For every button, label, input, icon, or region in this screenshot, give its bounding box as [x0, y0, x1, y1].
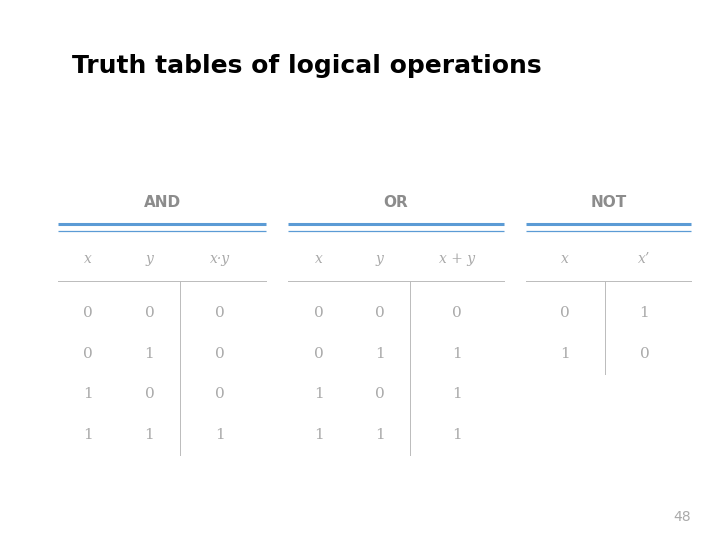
Text: x’: x’	[638, 252, 651, 266]
Text: 0: 0	[452, 306, 462, 320]
Text: 1: 1	[145, 428, 154, 442]
Text: 1: 1	[375, 347, 384, 361]
Text: 1: 1	[452, 428, 462, 442]
Text: x·y: x·y	[210, 252, 230, 266]
Text: 0: 0	[639, 347, 649, 361]
Text: 1: 1	[145, 347, 154, 361]
Text: NOT: NOT	[590, 195, 626, 210]
Text: 0: 0	[145, 306, 154, 320]
Text: 0: 0	[314, 347, 323, 361]
Text: 1: 1	[84, 428, 93, 442]
Text: 1: 1	[314, 428, 323, 442]
Text: 0: 0	[375, 306, 384, 320]
Text: x: x	[562, 252, 569, 266]
Text: 1: 1	[452, 347, 462, 361]
Text: 1: 1	[84, 387, 93, 401]
Text: 1: 1	[452, 387, 462, 401]
Text: 1: 1	[215, 428, 225, 442]
Text: OR: OR	[384, 195, 408, 210]
Text: y: y	[145, 252, 153, 266]
Text: x: x	[315, 252, 323, 266]
Text: y: y	[376, 252, 384, 266]
Text: 0: 0	[145, 387, 154, 401]
Text: 0: 0	[215, 347, 225, 361]
Text: 1: 1	[314, 387, 323, 401]
Text: 0: 0	[84, 347, 93, 361]
Text: x + y: x + y	[439, 252, 475, 266]
Text: 1: 1	[560, 347, 570, 361]
Text: 0: 0	[375, 387, 384, 401]
Text: AND: AND	[143, 195, 181, 210]
Text: x: x	[84, 252, 92, 266]
Text: 0: 0	[560, 306, 570, 320]
Text: 0: 0	[314, 306, 323, 320]
Text: 1: 1	[639, 306, 649, 320]
Text: 0: 0	[84, 306, 93, 320]
Text: Truth tables of logical operations: Truth tables of logical operations	[72, 54, 541, 78]
Text: 0: 0	[215, 306, 225, 320]
Text: 48: 48	[674, 510, 691, 524]
Text: 1: 1	[375, 428, 384, 442]
Text: 0: 0	[215, 387, 225, 401]
